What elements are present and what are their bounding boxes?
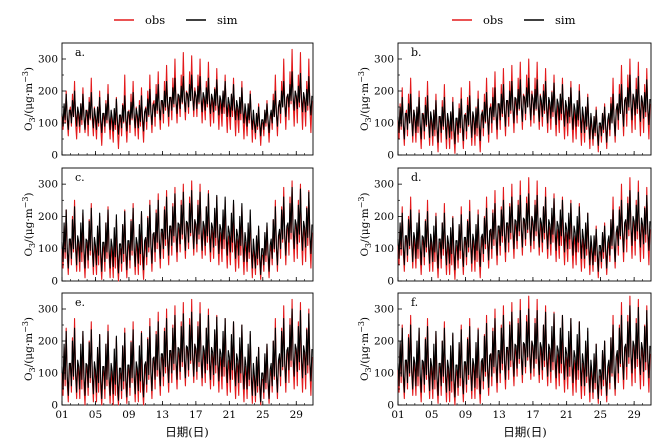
x-tick-label: 17 [526,409,539,421]
series-line-sim [61,308,313,403]
x-axis-label-left: 日期(日) [165,425,208,439]
panel-c: 0 100 200 300 c. O3/(μg·m−3) [21,167,314,288]
x-tick-label: 25 [256,409,269,421]
y-tick-label: 100 [374,243,394,255]
y-tick-label: 300 [374,54,394,66]
panel-e: 0 100 200 300 01 05 09 13 17 21 25 29 e. O3/(μg·m−3) [21,292,314,421]
panel-a: 0 100 200 300 a. O3/(μg·m−3) [21,42,314,162]
series-line-sim [61,71,313,137]
y-axis-label: O3/(μg·m−3) [357,67,373,131]
y-tick-label: 200 [374,336,394,348]
y-tick-label: 200 [374,211,394,223]
y-axis-label: O3/(μg·m−3) [21,192,37,256]
panel-label: a. [75,46,85,59]
y-axis-label: O3/(μg·m−3) [21,67,37,131]
y-tick-label: 300 [38,304,58,316]
panel-label: d. [411,171,422,184]
x-tick-label: 17 [189,409,202,421]
y-tick-label: 100 [38,368,58,380]
x-tick-label: 21 [223,409,236,421]
y-tick-label: 100 [38,118,58,130]
panel-label: c. [75,171,85,184]
y-tick-label: 200 [38,86,58,98]
series-line-sim [397,190,651,272]
legend-obs-label: obs [483,13,503,27]
panel-label: e. [75,296,85,309]
x-tick-label: 13 [493,409,506,421]
y-tick-label: 300 [38,54,58,66]
legend-sim-label: sim [555,13,576,27]
y-tick-label: 0 [387,150,394,162]
y-axis-label: O3/(μg·m−3) [21,317,37,381]
legend-sim-label: sim [217,13,238,27]
y-tick-label: 200 [38,211,58,223]
legend-left: obs sim [114,13,238,27]
y-tick-label: 0 [387,276,394,288]
panel-f: 0 100 200 300 01 05 09 13 17 21 25 29 f. O3/(μg·m−3) [357,292,652,421]
y-tick-label: 100 [374,368,394,380]
y-tick-label: 300 [374,179,394,191]
x-tick-label: 29 [627,409,640,421]
x-tick-label: 01 [391,409,404,421]
y-tick-label: 300 [38,179,58,191]
y-axis-label: O3/(μg·m−3) [357,317,373,381]
y-tick-label: 0 [51,276,58,288]
y-tick-label: 100 [374,118,394,130]
panel-label: f. [411,296,418,309]
series-line-sim [397,305,651,400]
x-axis-label-right: 日期(日) [503,425,546,439]
y-tick-label: 100 [38,243,58,255]
legend-obs-label: obs [145,13,165,27]
panel-b: 0 100 200 300 b. O3/(μg·m−3) [357,42,652,162]
y-axis-label: O3/(μg·m−3) [357,192,373,256]
y-tick-label: 200 [38,336,58,348]
panel-label: b. [411,46,422,59]
y-tick-label: 0 [51,150,58,162]
x-tick-label: 09 [122,409,135,421]
x-tick-label: 09 [459,409,472,421]
x-tick-label: 01 [55,409,68,421]
series-line-sim [61,186,313,276]
x-tick-label: 05 [425,409,438,421]
y-tick-label: 200 [374,86,394,98]
series-line-sim [397,74,651,146]
x-tick-label: 29 [290,409,303,421]
y-tick-label: 0 [387,400,394,412]
x-tick-label: 25 [594,409,607,421]
x-tick-label: 21 [560,409,573,421]
y-tick-label: 300 [374,304,394,316]
panel-d: 0 100 200 300 d. O3/(μg·m−3) [357,167,652,288]
legend-right: obs sim [452,13,576,27]
y-tick-label: 0 [51,400,58,412]
x-tick-label: 05 [89,409,102,421]
x-tick-label: 13 [156,409,169,421]
